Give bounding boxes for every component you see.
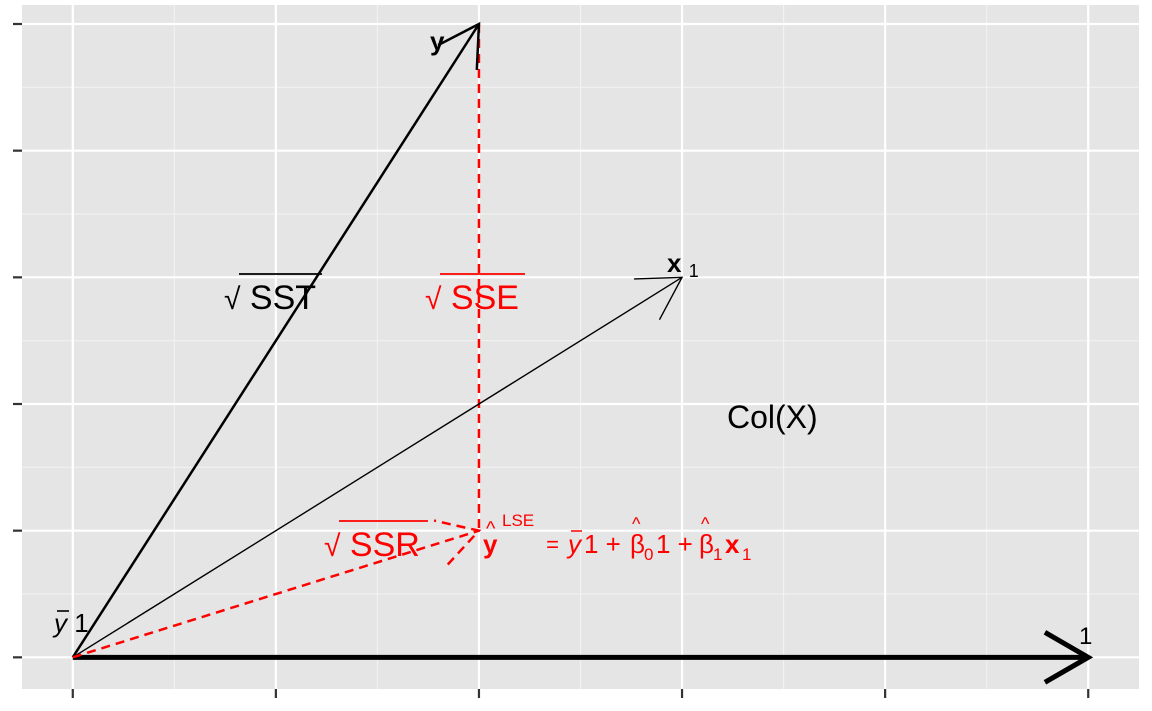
y-vector-label: y [430,26,445,56]
beta1-hat: ^ [701,514,710,534]
x1-vector-label: x 1 [667,248,699,281]
yhat-vector-shaft [72,529,480,659]
ybar-symbol: y [52,608,69,638]
one-vector-label: 1 [1079,623,1092,650]
yhat-x: x [725,529,740,559]
beta0-subscript: 0 [644,545,653,564]
y-axis-ticks [13,22,22,659]
sqrt-sse-text: √ SSE [425,279,519,317]
beta0: β [630,529,645,559]
y-vector-shaft [71,23,481,659]
ybar-one-text: y 1 [52,608,89,638]
sqrt-sst-radical: √ [224,283,241,316]
grid-major [22,5,1139,689]
sqrt-ssr-body: SSR [350,526,420,564]
x1-label-subscript: 1 [689,261,699,281]
ybar-one-rest: 1 [74,608,88,638]
yhat-equals: = [540,532,565,557]
beta1: β [699,529,714,559]
vector-layer [71,21,1094,685]
sqrt-ssr-label: √ SSR [324,520,428,564]
yhat-y: y [483,529,498,559]
yhat-equation-label: ^ y LSE = y 1 + ^ β 0 1 + ^ β 1 x 1 [483,511,751,564]
x1-vector-arrowhead [634,276,684,321]
sqrt-sst-body: SST [250,279,316,317]
sqrt-sse-body: SSE [451,279,519,317]
x1-vector-shaft [72,276,683,658]
yhat-vector-arrowhead [433,519,482,566]
ybar-one-label: y 1 [52,608,89,638]
yhat-hat: ^ [486,518,496,540]
one-vector-arrowhead [1043,630,1094,685]
sqrt-ssr-text: √ SSR [324,526,420,564]
yhat-one-b: 1 + [656,529,700,559]
x-axis-ticks [71,689,1090,698]
grid-minor [22,5,1139,689]
beta1-subscript: 1 [713,545,722,564]
sqrt-ssr-radical: √ [324,530,341,563]
yhat-superscript: LSE [502,511,534,530]
sqrt-sst-text: √ SST [224,279,316,317]
x1-label-main: x [667,248,682,278]
y-vector-arrowhead [437,21,481,71]
sqrt-sse-radical: √ [425,283,442,316]
x-subscript: 1 [742,545,751,564]
yhat-ybar: y [566,529,583,559]
col-x-label: Col(X) [727,399,818,435]
sqrt-sst-label: √ SST [224,273,322,317]
yhat-one-a: 1 + [584,529,628,559]
beta0-hat: ^ [632,514,641,534]
sqrt-sse-label: √ SSE [425,273,525,317]
